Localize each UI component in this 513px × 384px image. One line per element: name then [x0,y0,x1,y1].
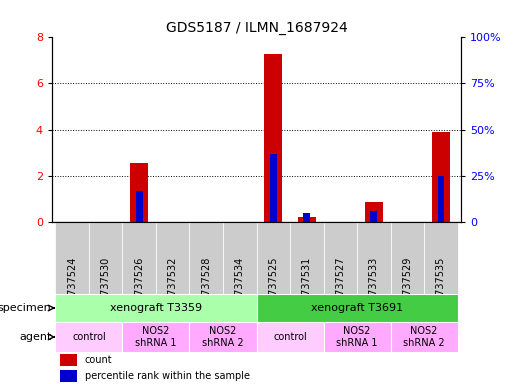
Text: GSM737524: GSM737524 [67,257,77,316]
Bar [130,163,148,222]
Bar [365,202,383,222]
Title: GDS5187 / ILMN_1687924: GDS5187 / ILMN_1687924 [166,21,347,35]
Text: NOS2
shRNA 2: NOS2 shRNA 2 [202,326,244,348]
Text: GSM737528: GSM737528 [201,257,211,316]
Bar [123,222,156,294]
Bar [55,222,89,294]
Bar [256,222,290,294]
Bar [290,222,324,294]
Bar [390,322,458,352]
Bar [438,176,444,222]
Text: specimen: specimen [0,303,51,313]
Bar [156,222,189,294]
Text: GSM737534: GSM737534 [235,257,245,316]
Bar [256,322,324,352]
Bar [55,294,256,322]
Text: percentile rank within the sample: percentile rank within the sample [85,371,250,381]
Text: GSM737529: GSM737529 [402,257,412,316]
Bar [189,222,223,294]
Bar [357,222,390,294]
Bar [55,322,123,352]
Bar [424,222,458,294]
Text: GSM737535: GSM737535 [436,257,446,316]
Bar [370,211,377,222]
Text: GSM737532: GSM737532 [168,257,177,316]
Bar [324,222,357,294]
Text: GSM737526: GSM737526 [134,257,144,316]
Text: control: control [273,332,307,342]
Text: NOS2
shRNA 1: NOS2 shRNA 1 [337,326,378,348]
Bar [136,190,143,222]
Bar [60,370,76,382]
Bar [264,55,283,222]
Bar [123,322,189,352]
Text: GSM737530: GSM737530 [101,257,111,316]
Bar [60,354,76,366]
Text: xenograft T3359: xenograft T3359 [110,303,202,313]
Bar [189,322,256,352]
Text: GSM737533: GSM737533 [369,257,379,316]
Text: NOS2
shRNA 1: NOS2 shRNA 1 [135,326,176,348]
Text: NOS2
shRNA 2: NOS2 shRNA 2 [403,326,445,348]
Text: xenograft T3691: xenograft T3691 [311,303,403,313]
Bar [89,222,123,294]
Text: GSM737531: GSM737531 [302,257,312,316]
Text: GSM737527: GSM737527 [336,257,345,316]
Text: GSM737525: GSM737525 [268,257,278,316]
Bar [303,213,310,222]
Text: count: count [85,355,112,365]
Bar [431,132,450,222]
Bar [298,217,316,222]
Text: control: control [72,332,106,342]
Text: agent: agent [19,332,51,342]
Bar [324,322,390,352]
Bar [270,154,277,222]
Bar [390,222,424,294]
Bar [223,222,256,294]
Bar [256,294,458,322]
